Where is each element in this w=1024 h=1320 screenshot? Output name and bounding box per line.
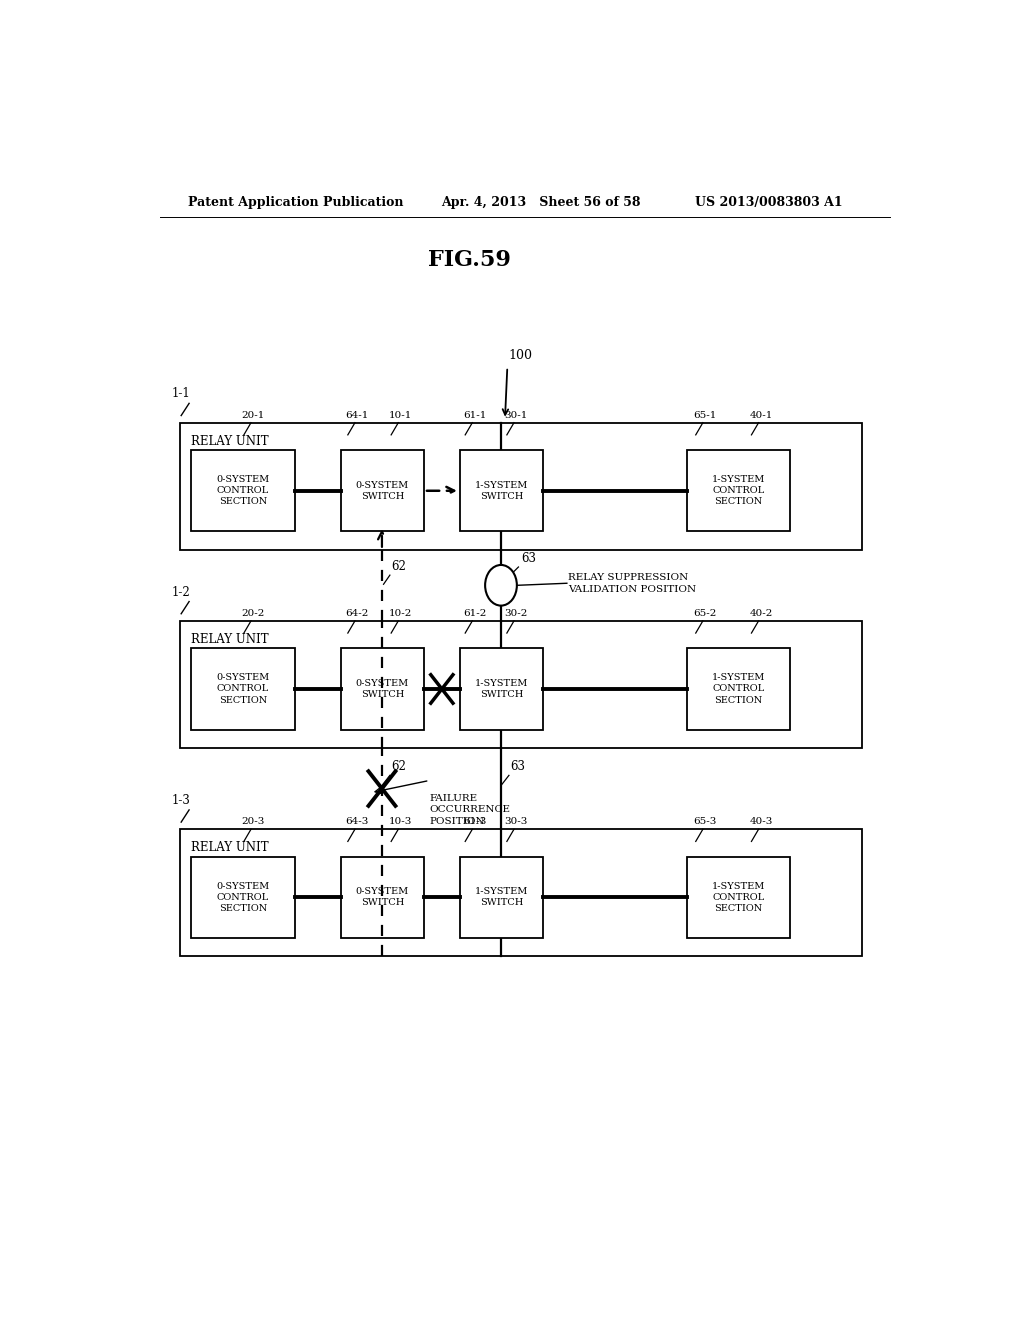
- Text: 1-3: 1-3: [172, 793, 190, 807]
- Text: 65-1: 65-1: [693, 411, 717, 420]
- Bar: [341, 857, 424, 939]
- Text: 64-2: 64-2: [346, 609, 369, 618]
- Text: 0-SYSTEM
SWITCH: 0-SYSTEM SWITCH: [355, 887, 409, 907]
- Text: 40-1: 40-1: [750, 411, 773, 420]
- Bar: [460, 648, 543, 730]
- Text: 30-3: 30-3: [505, 817, 528, 826]
- Text: 30-2: 30-2: [505, 609, 528, 618]
- Text: 1-1: 1-1: [172, 387, 190, 400]
- Text: 65-3: 65-3: [693, 817, 717, 826]
- Bar: [191, 450, 295, 532]
- Text: 10-2: 10-2: [389, 609, 413, 618]
- Text: 62: 62: [391, 560, 407, 573]
- Text: US 2013/0083803 A1: US 2013/0083803 A1: [695, 195, 843, 209]
- Text: 61-3: 61-3: [463, 817, 486, 826]
- Text: 10-1: 10-1: [389, 411, 413, 420]
- Text: 1-SYSTEM
CONTROL
SECTION: 1-SYSTEM CONTROL SECTION: [712, 475, 765, 507]
- Circle shape: [485, 565, 517, 606]
- Text: 1-2: 1-2: [172, 586, 190, 598]
- Bar: [460, 450, 543, 532]
- Text: FAILURE
OCCURRENCE
POSITION: FAILURE OCCURRENCE POSITION: [430, 793, 511, 826]
- Text: 1-SYSTEM
SWITCH: 1-SYSTEM SWITCH: [475, 887, 528, 907]
- Text: Apr. 4, 2013   Sheet 56 of 58: Apr. 4, 2013 Sheet 56 of 58: [441, 195, 641, 209]
- Text: 63: 63: [521, 552, 536, 565]
- Text: 1-SYSTEM
SWITCH: 1-SYSTEM SWITCH: [475, 678, 528, 700]
- Text: 30-1: 30-1: [505, 411, 528, 420]
- Text: RELAY SUPPRESSION
VALIDATION POSITION: RELAY SUPPRESSION VALIDATION POSITION: [568, 573, 696, 594]
- Text: 40-3: 40-3: [750, 817, 773, 826]
- Text: 0-SYSTEM
SWITCH: 0-SYSTEM SWITCH: [355, 480, 409, 500]
- Text: 20-2: 20-2: [242, 609, 265, 618]
- Text: 1-SYSTEM
SWITCH: 1-SYSTEM SWITCH: [475, 480, 528, 500]
- Text: 65-2: 65-2: [693, 609, 717, 618]
- Text: 0-SYSTEM
CONTROL
SECTION: 0-SYSTEM CONTROL SECTION: [216, 475, 269, 507]
- Text: RELAY UNIT: RELAY UNIT: [191, 841, 269, 854]
- Text: 1-SYSTEM
CONTROL
SECTION: 1-SYSTEM CONTROL SECTION: [712, 673, 765, 705]
- Text: 61-1: 61-1: [463, 411, 486, 420]
- Text: 61-2: 61-2: [463, 609, 486, 618]
- Text: 63: 63: [511, 760, 525, 774]
- Text: RELAY UNIT: RELAY UNIT: [191, 634, 269, 645]
- Bar: [179, 829, 862, 956]
- Text: 20-3: 20-3: [242, 817, 265, 826]
- Bar: [179, 422, 862, 549]
- Text: 64-3: 64-3: [346, 817, 369, 826]
- Bar: [179, 620, 862, 748]
- Bar: [341, 648, 424, 730]
- Bar: [687, 648, 790, 730]
- Text: FIG.59: FIG.59: [428, 249, 511, 271]
- Text: Patent Application Publication: Patent Application Publication: [187, 195, 403, 209]
- Text: 0-SYSTEM
SWITCH: 0-SYSTEM SWITCH: [355, 678, 409, 700]
- Bar: [460, 857, 543, 939]
- Bar: [687, 450, 790, 532]
- Text: 40-2: 40-2: [750, 609, 773, 618]
- Bar: [687, 857, 790, 939]
- Text: 62: 62: [391, 760, 407, 774]
- Bar: [341, 450, 424, 532]
- Text: 10-3: 10-3: [389, 817, 413, 826]
- Bar: [191, 648, 295, 730]
- Text: 0-SYSTEM
CONTROL
SECTION: 0-SYSTEM CONTROL SECTION: [216, 673, 269, 705]
- Text: RELAY UNIT: RELAY UNIT: [191, 434, 269, 447]
- Text: 20-1: 20-1: [242, 411, 265, 420]
- Bar: [191, 857, 295, 939]
- Text: 0-SYSTEM
CONTROL
SECTION: 0-SYSTEM CONTROL SECTION: [216, 882, 269, 913]
- Text: 1-SYSTEM
CONTROL
SECTION: 1-SYSTEM CONTROL SECTION: [712, 882, 765, 913]
- Text: 64-1: 64-1: [346, 411, 369, 420]
- Text: 100: 100: [509, 348, 532, 362]
